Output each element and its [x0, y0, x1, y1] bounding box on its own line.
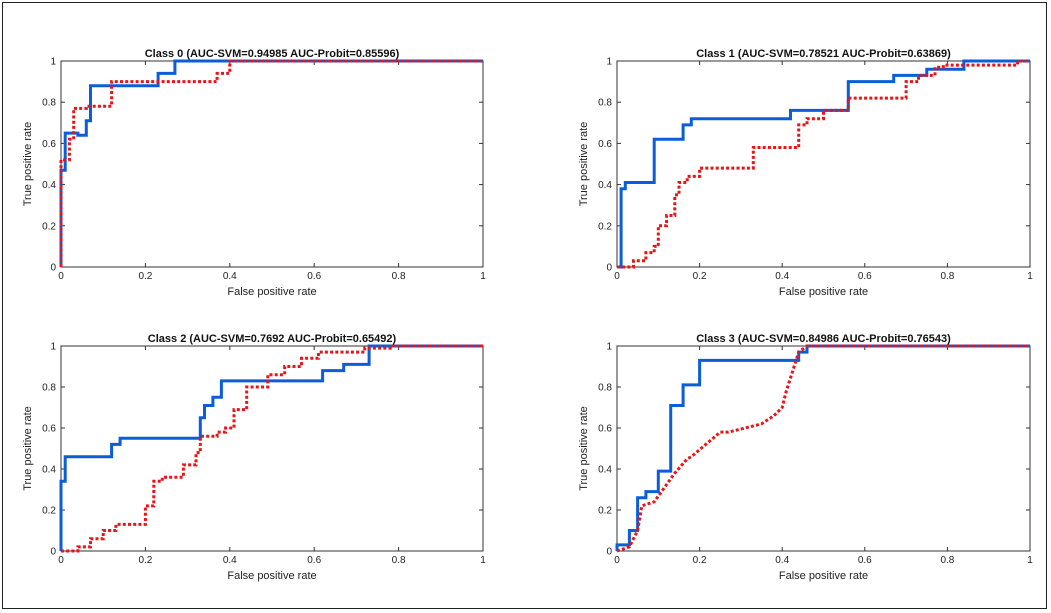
x-tick-label: 0.4 — [223, 555, 237, 566]
y-tick-label: 0.8 — [598, 98, 612, 109]
y-tick-label: 0.2 — [42, 221, 56, 232]
x-tick-label: 0.8 — [940, 271, 954, 282]
probit-roc-line — [61, 344, 483, 553]
chart-title: Class 1 (AUC-SVM=0.78521 AUC-Probit=0.63… — [696, 48, 951, 60]
y-tick-label: 0.4 — [598, 465, 612, 476]
y-tick-label: 0 — [606, 547, 612, 558]
y-tick-label: 0.6 — [42, 424, 56, 435]
y-axis-label: True positive rate — [22, 122, 34, 207]
x-tick-label: 0.8 — [940, 555, 954, 566]
x-tick-label: 1 — [480, 555, 486, 566]
y-axis-label: True positive rate — [22, 406, 34, 491]
x-tick-label: 0 — [614, 555, 620, 566]
y-axis-label: True positive rate — [578, 122, 590, 207]
plot-area — [616, 60, 1031, 268]
x-tick-label: 0.2 — [138, 271, 152, 282]
y-axis-label: True positive rate — [578, 406, 590, 491]
x-tick-label: 0.8 — [392, 271, 406, 282]
x-tick-label: 1 — [1027, 555, 1033, 566]
x-tick-label: 0.2 — [693, 271, 707, 282]
x-tick-label: 0.6 — [858, 271, 872, 282]
x-axis-label: False positive rate — [779, 286, 868, 298]
y-tick-label: 0.4 — [598, 180, 612, 191]
y-tick-label: 0.8 — [42, 98, 56, 109]
x-tick-label: 1 — [1027, 271, 1033, 282]
y-tick-label: 0.2 — [42, 506, 56, 517]
svm-roc-line — [59, 59, 483, 267]
chart-title: Class 0 (AUC-SVM=0.94985 AUC-Probit=0.85… — [145, 48, 400, 60]
y-tick-label: 0.4 — [42, 465, 56, 476]
x-tick-label: 0.6 — [858, 555, 872, 566]
x-tick-label: 0.6 — [307, 555, 321, 566]
chart-title: Class 2 (AUC-SVM=0.7692 AUC-Probit=0.654… — [148, 333, 397, 345]
x-tick-label: 0.4 — [775, 271, 789, 282]
svm-roc-line — [59, 344, 483, 551]
y-tick-label: 1 — [606, 342, 612, 353]
y-tick-label: 0.2 — [598, 221, 612, 232]
x-tick-label: 0 — [58, 271, 64, 282]
y-tick-label: 0.6 — [598, 424, 612, 435]
x-tick-label: 0.8 — [392, 555, 406, 566]
chart-title: Class 3 (AUC-SVM=0.84986 AUC-Probit=0.76… — [696, 333, 951, 345]
x-tick-label: 1 — [480, 271, 486, 282]
x-axis-label: False positive rate — [227, 286, 316, 298]
x-axis-label: False positive rate — [227, 570, 316, 582]
x-tick-label: 0.2 — [693, 555, 707, 566]
x-tick-label: 0.2 — [138, 555, 152, 566]
plot-area — [616, 345, 1031, 552]
svm-roc-line — [617, 59, 1030, 269]
probit-roc-line — [617, 59, 1030, 269]
y-tick-label: 0.6 — [42, 139, 56, 150]
x-tick-label: 0.6 — [307, 271, 321, 282]
axis-ticks: 0 0.2 0.4 0.6 0.8 1 0 0.2 0.4 0.6 0.8 1 — [598, 57, 1033, 283]
y-tick-label: 1 — [50, 57, 56, 68]
x-tick-label: 0 — [58, 555, 64, 566]
y-tick-label: 0.8 — [598, 383, 612, 394]
x-tick-label: 0 — [614, 271, 620, 282]
roc-chart-class-2: 0 0.2 0.4 0.6 0.8 1 0 0.2 0.4 0.6 0.8 1 Class 2 (AUC… — [22, 333, 486, 582]
y-tick-label: 0.4 — [42, 180, 56, 191]
roc-chart-class-0: 0 0.2 0.4 0.6 0.8 1 0 0.2 0.4 0.6 0.8 1 Class 0 (AUC… — [22, 48, 486, 298]
x-tick-label: 0.4 — [223, 271, 237, 282]
y-tick-label: 0.2 — [598, 506, 612, 517]
y-tick-label: 0 — [50, 547, 56, 558]
plot-area — [60, 345, 484, 552]
y-tick-label: 0 — [50, 263, 56, 274]
probit-roc-line — [59, 59, 483, 267]
y-tick-label: 0 — [606, 263, 612, 274]
roc-chart-class-3: 0 0.2 0.4 0.6 0.8 1 0 0.2 0.4 0.6 0.8 1 Class 3 (AUC… — [578, 333, 1033, 582]
axis-ticks: 0 0.2 0.4 0.6 0.8 1 0 0.2 0.4 0.6 0.8 1 — [42, 342, 486, 567]
y-tick-label: 1 — [50, 342, 56, 353]
roc-chart-class-1: 0 0.2 0.4 0.6 0.8 1 0 0.2 0.4 0.6 0.8 1 Class 1 (AUC… — [578, 48, 1033, 298]
y-tick-label: 0.6 — [598, 139, 612, 150]
x-tick-label: 0.4 — [775, 555, 789, 566]
x-axis-label: False positive rate — [779, 570, 868, 582]
plot-area — [60, 60, 484, 268]
y-tick-label: 1 — [606, 57, 612, 68]
y-tick-label: 0.8 — [42, 383, 56, 394]
probit-roc-line — [616, 344, 1030, 553]
axis-ticks: 0 0.2 0.4 0.6 0.8 1 0 0.2 0.4 0.6 0.8 1 — [598, 342, 1033, 567]
